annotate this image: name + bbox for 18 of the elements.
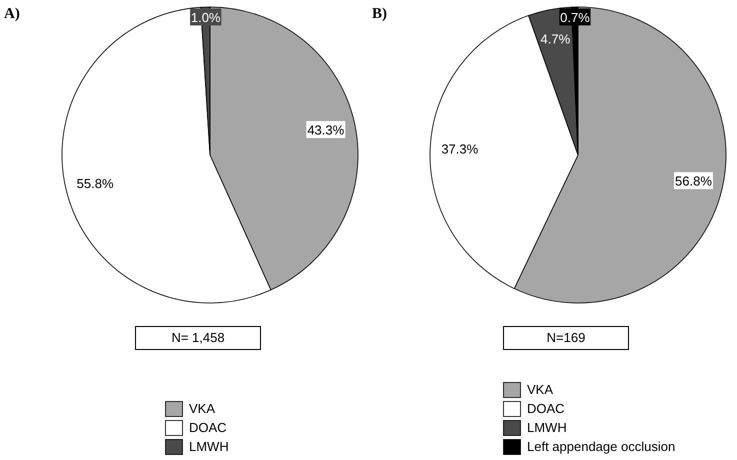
data-label: 1.0% <box>190 10 221 25</box>
data-label: 37.3% <box>441 141 479 156</box>
text: N=169 <box>503 326 629 350</box>
legend-label: LMWH <box>189 439 229 454</box>
chart-title: B) <box>372 6 387 23</box>
legend-label: VKA <box>189 401 216 416</box>
data-label: 55.8% <box>76 176 114 192</box>
data-label: 56.8% <box>675 174 712 189</box>
text: N= 1,458 <box>135 326 261 350</box>
legend-label: DOAC <box>527 401 565 416</box>
legend-label: LMWH <box>527 420 567 435</box>
data-label: 4.7% <box>540 31 571 46</box>
legend-label: VKA <box>527 382 554 397</box>
legend-label: DOAC <box>189 420 227 435</box>
data-label: 43.3% <box>307 122 345 138</box>
data-label: 0.7% <box>560 10 590 25</box>
chart-title: A) <box>4 6 20 23</box>
legend-label: Left appendage occlusion <box>527 439 676 454</box>
